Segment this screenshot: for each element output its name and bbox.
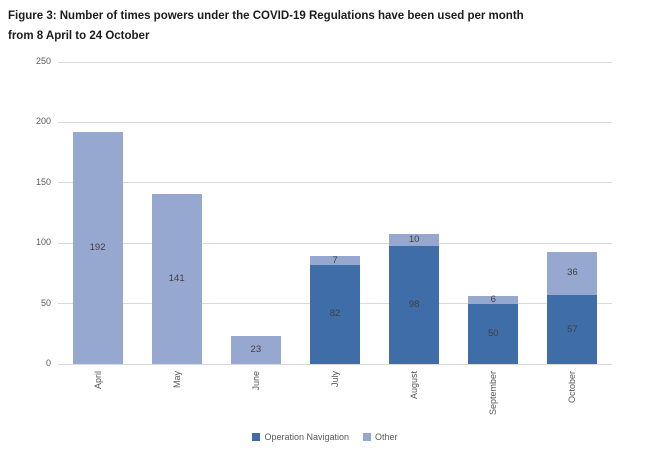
legend-swatch-icon <box>252 433 261 441</box>
data-label: 57 <box>567 323 578 335</box>
data-label: 141 <box>168 272 185 284</box>
y-axis-tick-label: 150 <box>35 176 51 187</box>
data-label: 82 <box>329 308 341 320</box>
data-label: 192 <box>89 242 106 254</box>
bar-segment-june <box>230 336 281 364</box>
data-label: 98 <box>408 298 420 310</box>
legend-swatch-icon <box>363 433 372 441</box>
y-axis-tick-label: 100 <box>35 237 51 248</box>
bar-segment-july <box>310 256 360 265</box>
gridline <box>58 182 612 184</box>
bar-segment-august <box>389 245 440 364</box>
figure-title-line1: Figure 3: Number of times powers under t… <box>8 10 524 22</box>
data-label: 7 <box>332 254 338 266</box>
x-axis-tick-label: September <box>488 371 499 416</box>
figure-title: Figure 3: Number of times powers under t… <box>8 6 642 46</box>
legend-item: Operation Navigation <box>252 432 349 442</box>
x-axis-tick-label: August <box>409 371 420 400</box>
y-axis-tick-label: 250 <box>35 56 51 66</box>
bar-segment-april <box>72 132 123 364</box>
bar-segment-may <box>151 193 202 364</box>
x-axis-tick-label: May <box>171 371 182 389</box>
legend-label: Operation Navigation <box>264 432 350 442</box>
gridline <box>58 61 612 63</box>
x-axis-tick-label: June <box>250 371 261 391</box>
gridline <box>58 242 612 244</box>
gridline <box>58 121 612 123</box>
data-label: 10 <box>408 233 420 245</box>
data-label: 50 <box>487 327 499 339</box>
bar-segment-september <box>468 296 519 304</box>
data-label: 6 <box>490 293 496 305</box>
figure-title-line2: from 8 April to 24 October <box>8 30 150 42</box>
x-axis-tick-label: July <box>330 371 340 388</box>
bar-segment-august <box>389 233 440 246</box>
gridline <box>58 363 612 365</box>
bar-segment-october <box>547 295 598 364</box>
chart-legend: Operation Navigation Other <box>0 432 650 442</box>
x-axis-tick-label: October <box>567 371 578 404</box>
data-label: 23 <box>250 344 262 356</box>
y-axis-tick-label: 200 <box>35 116 51 127</box>
legend-label: Other <box>375 432 398 442</box>
bar-segment-september <box>468 303 519 364</box>
data-label: 36 <box>567 267 578 279</box>
y-axis-tick-label: 0 <box>45 358 51 368</box>
y-axis-tick-label: 50 <box>40 297 51 308</box>
bar-segment-october <box>547 251 598 296</box>
x-axis-tick-label: April <box>92 371 103 390</box>
bar-segment-july <box>310 264 360 364</box>
legend-item: Other <box>363 432 398 442</box>
